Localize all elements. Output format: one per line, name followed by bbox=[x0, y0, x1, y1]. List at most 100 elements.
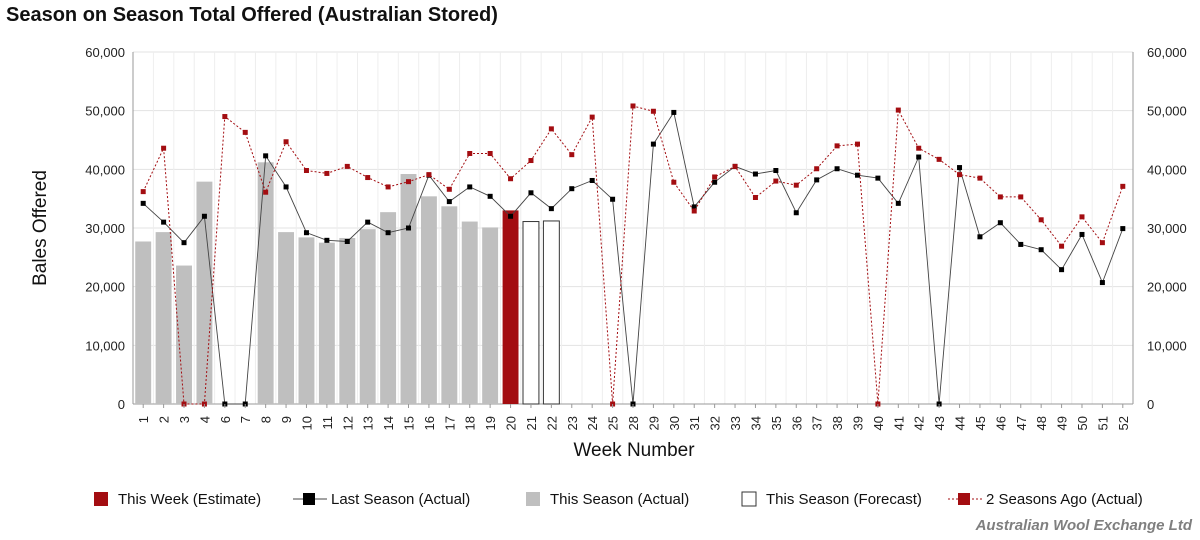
bar-this-season bbox=[339, 237, 356, 404]
x-tick-label: 25 bbox=[606, 416, 621, 430]
point-two-seasons-ago bbox=[793, 182, 799, 188]
x-tick-label: 43 bbox=[932, 416, 947, 430]
bar-this-season bbox=[278, 232, 295, 404]
x-tick-label: 23 bbox=[565, 416, 580, 430]
bar-this-season bbox=[155, 232, 172, 404]
point-last-season bbox=[406, 225, 412, 231]
point-two-seasons-ago bbox=[303, 168, 309, 174]
x-tick-label: 16 bbox=[422, 416, 437, 430]
y-tick-label-left: 50,000 bbox=[85, 104, 125, 119]
point-last-season bbox=[508, 213, 514, 219]
x-tick-label: 30 bbox=[667, 416, 682, 430]
legend-swatch bbox=[958, 493, 970, 505]
point-last-season bbox=[140, 200, 146, 206]
point-last-season bbox=[854, 172, 860, 178]
point-last-season bbox=[997, 220, 1003, 226]
legend-label: This Week (Estimate) bbox=[118, 491, 261, 508]
point-last-season bbox=[1038, 247, 1044, 253]
x-tick-label: 2 bbox=[157, 416, 172, 423]
x-tick-label: 47 bbox=[1014, 416, 1029, 430]
point-last-season bbox=[548, 206, 554, 212]
point-last-season bbox=[1059, 267, 1065, 273]
x-tick-label: 39 bbox=[850, 416, 865, 430]
x-tick-label: 12 bbox=[340, 416, 355, 430]
point-two-seasons-ago bbox=[161, 145, 167, 151]
point-last-season bbox=[181, 240, 187, 246]
x-tick-label: 48 bbox=[1034, 416, 1049, 430]
x-axis-label: Week Number bbox=[573, 440, 695, 461]
point-last-season bbox=[528, 190, 534, 196]
point-two-seasons-ago bbox=[752, 194, 758, 200]
legend-label: 2 Seasons Ago (Actual) bbox=[986, 491, 1143, 508]
y-tick-label-right: 50,000 bbox=[1147, 104, 1187, 119]
point-last-season bbox=[834, 166, 840, 172]
x-tick-label: 40 bbox=[871, 416, 886, 430]
x-tick-label: 32 bbox=[708, 416, 723, 430]
point-two-seasons-ago bbox=[650, 108, 656, 114]
x-tick-label: 4 bbox=[197, 416, 212, 423]
point-last-season bbox=[1099, 280, 1105, 286]
bar-this-season bbox=[135, 241, 152, 404]
x-tick-label: 1 bbox=[136, 416, 151, 423]
bar-this-season bbox=[176, 265, 192, 404]
x-tick-label: 29 bbox=[646, 416, 661, 430]
point-last-season bbox=[1018, 241, 1024, 247]
point-two-seasons-ago bbox=[712, 174, 718, 180]
x-tick-label: 51 bbox=[1095, 416, 1110, 430]
x-tick-label: 31 bbox=[687, 416, 702, 430]
x-tick-label: 49 bbox=[1055, 416, 1070, 430]
chart: 0 10,000 20,000 30,000 40,000 50,000 60,000 0 1… bbox=[30, 45, 1187, 508]
point-last-season bbox=[569, 186, 575, 192]
point-two-seasons-ago bbox=[1099, 240, 1105, 246]
y-tick-label-right: 20,000 bbox=[1147, 280, 1187, 295]
point-two-seasons-ago bbox=[1038, 217, 1044, 223]
point-last-season bbox=[773, 168, 779, 174]
point-last-season bbox=[385, 230, 391, 236]
x-tick-label: 33 bbox=[728, 416, 743, 430]
x-tick-label: 3 bbox=[177, 416, 192, 423]
point-last-season bbox=[671, 109, 677, 115]
bar-this-season bbox=[359, 229, 376, 404]
y-tick-label-left: 30,000 bbox=[85, 221, 125, 236]
legend-swatch bbox=[94, 492, 108, 506]
bar-this-season bbox=[257, 162, 274, 404]
bar-forecast bbox=[542, 220, 560, 405]
x-tick-label: 38 bbox=[830, 416, 845, 430]
point-last-season bbox=[365, 219, 371, 225]
chart-title: Season on Season Total Offered (Australi… bbox=[6, 4, 498, 26]
point-two-seasons-ago bbox=[997, 194, 1003, 200]
bar-this-season bbox=[298, 237, 315, 404]
point-two-seasons-ago bbox=[814, 166, 820, 172]
x-tick-label: 8 bbox=[259, 416, 274, 423]
point-last-season bbox=[712, 179, 718, 185]
x-tick-label: 46 bbox=[993, 416, 1008, 430]
point-two-seasons-ago bbox=[528, 158, 534, 164]
y-tick-label-left: 0 bbox=[118, 397, 125, 412]
bar-forecast bbox=[522, 221, 540, 405]
y-tick-label-right: 30,000 bbox=[1147, 221, 1187, 236]
x-tick-label: 50 bbox=[1075, 416, 1090, 430]
point-two-seasons-ago bbox=[773, 178, 779, 184]
x-tick-label: 24 bbox=[585, 416, 600, 430]
point-two-seasons-ago bbox=[569, 152, 575, 158]
point-two-seasons-ago bbox=[936, 156, 942, 162]
point-last-season bbox=[650, 141, 656, 147]
point-two-seasons-ago bbox=[222, 114, 228, 120]
x-tick-label: 42 bbox=[912, 416, 927, 430]
bar-this-season bbox=[461, 221, 478, 404]
point-last-season bbox=[793, 210, 799, 216]
legend-swatch bbox=[526, 492, 540, 506]
bar-this-season bbox=[400, 174, 417, 404]
point-last-season bbox=[487, 193, 493, 199]
point-last-season bbox=[201, 213, 207, 219]
x-tick-label: 7 bbox=[238, 416, 253, 423]
point-last-season bbox=[303, 230, 309, 236]
legend-label: This Season (Actual) bbox=[550, 491, 689, 508]
bar-this-season bbox=[318, 242, 335, 404]
point-two-seasons-ago bbox=[283, 139, 289, 145]
x-axis: 1 2 3 4 6 7 8 9 10 11 12 13 14 15 16 17 18 19 20 21 22 23 24 25… bbox=[136, 404, 1131, 430]
point-two-seasons-ago bbox=[916, 145, 922, 151]
point-two-seasons-ago bbox=[446, 186, 452, 192]
x-tick-label: 19 bbox=[483, 416, 498, 430]
point-last-season bbox=[814, 177, 820, 183]
